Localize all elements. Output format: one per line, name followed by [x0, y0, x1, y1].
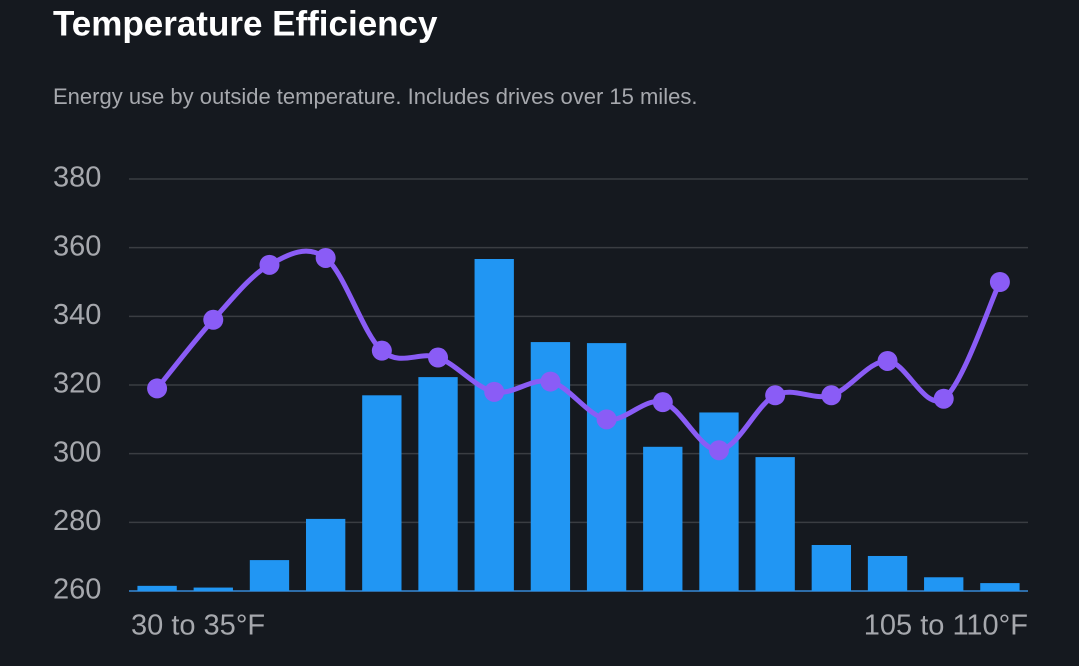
- line-point: [147, 378, 168, 399]
- bar: [249, 560, 290, 591]
- bar: [362, 395, 402, 591]
- line-point: [428, 347, 449, 368]
- x-tick-label: 105 to 110°F: [864, 610, 1028, 642]
- bar: [980, 583, 1020, 591]
- line-point: [315, 247, 336, 268]
- bar: [586, 343, 627, 591]
- bar: [305, 518, 346, 591]
- line-point: [540, 371, 561, 392]
- line-point: [877, 350, 898, 371]
- bar: [643, 446, 683, 591]
- bar: [193, 587, 233, 591]
- bar: [755, 457, 795, 591]
- line-point: [933, 388, 954, 409]
- bar: [867, 555, 908, 591]
- line-point: [371, 340, 392, 361]
- chart-subtitle: Energy use by outside temperature. Inclu…: [53, 84, 697, 109]
- line-point: [484, 381, 505, 402]
- bar: [474, 258, 514, 591]
- y-tick-label: 300: [53, 436, 101, 468]
- line: [155, 248, 1003, 453]
- chart-title: Temperature Efficiency: [53, 4, 438, 43]
- y-tick-label: 260: [53, 574, 101, 606]
- line-point: [821, 385, 842, 406]
- line-point: [989, 272, 1010, 292]
- bar: [137, 585, 177, 591]
- line-point: [203, 309, 224, 330]
- y-tick-label: 360: [53, 230, 101, 262]
- bar: [924, 577, 964, 591]
- line-point: [765, 385, 786, 406]
- x-tick-label: 30 to 35°F: [131, 610, 265, 642]
- bar: [811, 544, 852, 591]
- line-point: [652, 392, 673, 413]
- line-point: [259, 254, 280, 275]
- line-point: [708, 440, 729, 461]
- y-tick-label: 380: [53, 162, 101, 194]
- bar: [418, 377, 458, 591]
- y-tick-label: 280: [53, 505, 101, 537]
- y-tick-label: 320: [53, 368, 101, 400]
- y-tick-label: 340: [53, 299, 101, 331]
- line-point: [596, 409, 617, 430]
